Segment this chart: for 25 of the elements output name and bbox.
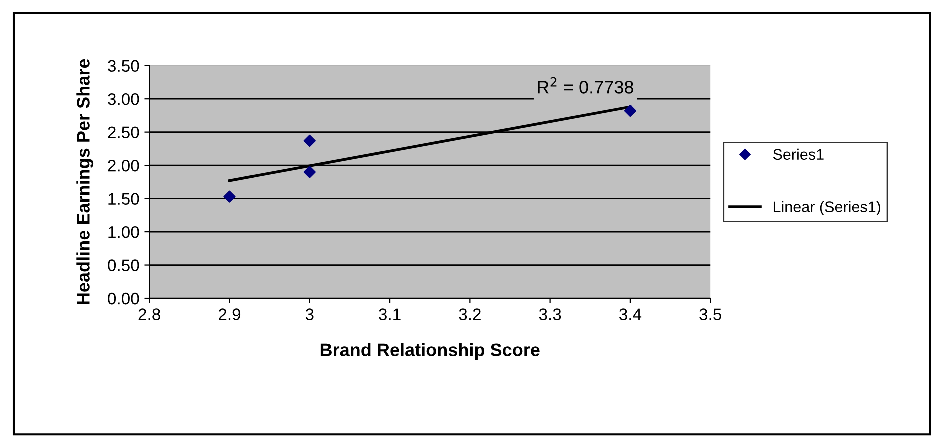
point	[624, 104, 637, 118]
y-axis-title: Headline Earnings Per Share	[76, 59, 94, 304]
y-tick-label: 3.00	[108, 93, 140, 106]
x-tick-label: 3.3	[539, 308, 562, 320]
y-tick-label: 1.50	[108, 193, 140, 206]
x-axis-title: Brand Relationship Score	[320, 343, 540, 360]
x-tick-label: 2.9	[219, 308, 241, 320]
x-tick-label: 3.2	[459, 308, 481, 320]
x-tick-label: 3.4	[620, 308, 642, 320]
legend-label: Linear (Series1)	[774, 201, 880, 216]
point	[304, 134, 316, 148]
y-tick-label: 3.50	[108, 60, 140, 72]
x-tick-label: 3.5	[700, 308, 722, 320]
x-tick-label: 3	[306, 308, 314, 320]
point	[224, 190, 236, 203]
annotation: R$^{2}$ = 0.7738	[538, 77, 634, 94]
x-tick-label: 3.1	[379, 308, 401, 320]
x-tick-label: 2.8	[138, 308, 160, 320]
y-tick-label: 2.50	[108, 126, 140, 139]
point	[304, 166, 316, 178]
y-tick-label: 1.00	[108, 226, 140, 238]
y-tick-label: 0.00	[108, 292, 140, 305]
y-tick-label: 0.50	[108, 260, 140, 272]
y-tick-label: 2.00	[108, 160, 140, 172]
legend-label: Series1	[773, 148, 824, 160]
